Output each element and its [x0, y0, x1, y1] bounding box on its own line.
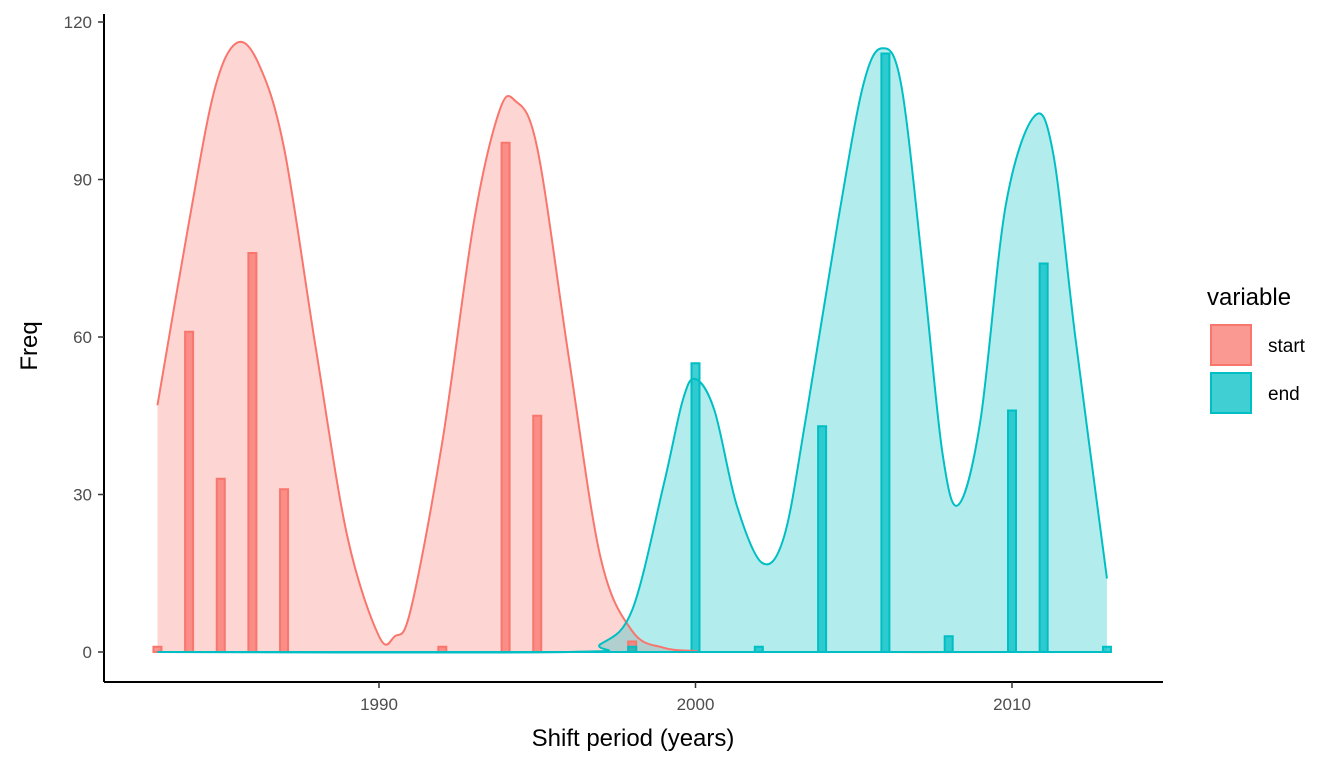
- y-tick-label: 0: [83, 643, 92, 662]
- x-tick-label: 2010: [993, 695, 1031, 714]
- density-area-end: [157, 48, 1107, 653]
- legend-label-end: end: [1268, 384, 1300, 405]
- legend-key-end: [1210, 372, 1252, 414]
- legend-label-start: start: [1268, 336, 1306, 357]
- density-line-end: [157, 47, 1108, 654]
- x-tick-label: 1990: [360, 695, 398, 714]
- x-axis-title: Shift period (years): [532, 725, 735, 752]
- legend-title: variable: [1207, 284, 1291, 311]
- bar-start-1994: [500, 141, 511, 653]
- bar-start-1987: [279, 488, 290, 653]
- legend: variable start end: [1207, 284, 1306, 414]
- bar-end-2008: [943, 635, 954, 653]
- legend-key-start: [1210, 324, 1252, 366]
- bar-end-2011: [1038, 262, 1049, 653]
- y-tick-label: 120: [64, 13, 92, 32]
- y-tick-label: 30: [73, 486, 92, 505]
- y-tick-label: 90: [73, 171, 92, 190]
- bar-start-1995: [532, 414, 543, 653]
- x-tick-label: 2000: [677, 695, 715, 714]
- bar-start-1985: [215, 477, 226, 653]
- bar-end-2010: [1007, 409, 1017, 653]
- bar-end-2004: [817, 425, 828, 653]
- y-axis: 0 30 60 90 120: [64, 13, 105, 682]
- bar-end-2006: [880, 52, 891, 653]
- y-axis-title: Freq: [16, 321, 43, 370]
- bar-end-2000: [690, 362, 701, 653]
- density-line-start: [156, 40, 1107, 654]
- y-tick-label: 60: [73, 328, 92, 347]
- x-axis: 1990 2000 2010: [104, 681, 1163, 714]
- bar-start-1986: [247, 252, 258, 653]
- plot-area: [152, 40, 1112, 654]
- bar-start-1984: [184, 330, 195, 653]
